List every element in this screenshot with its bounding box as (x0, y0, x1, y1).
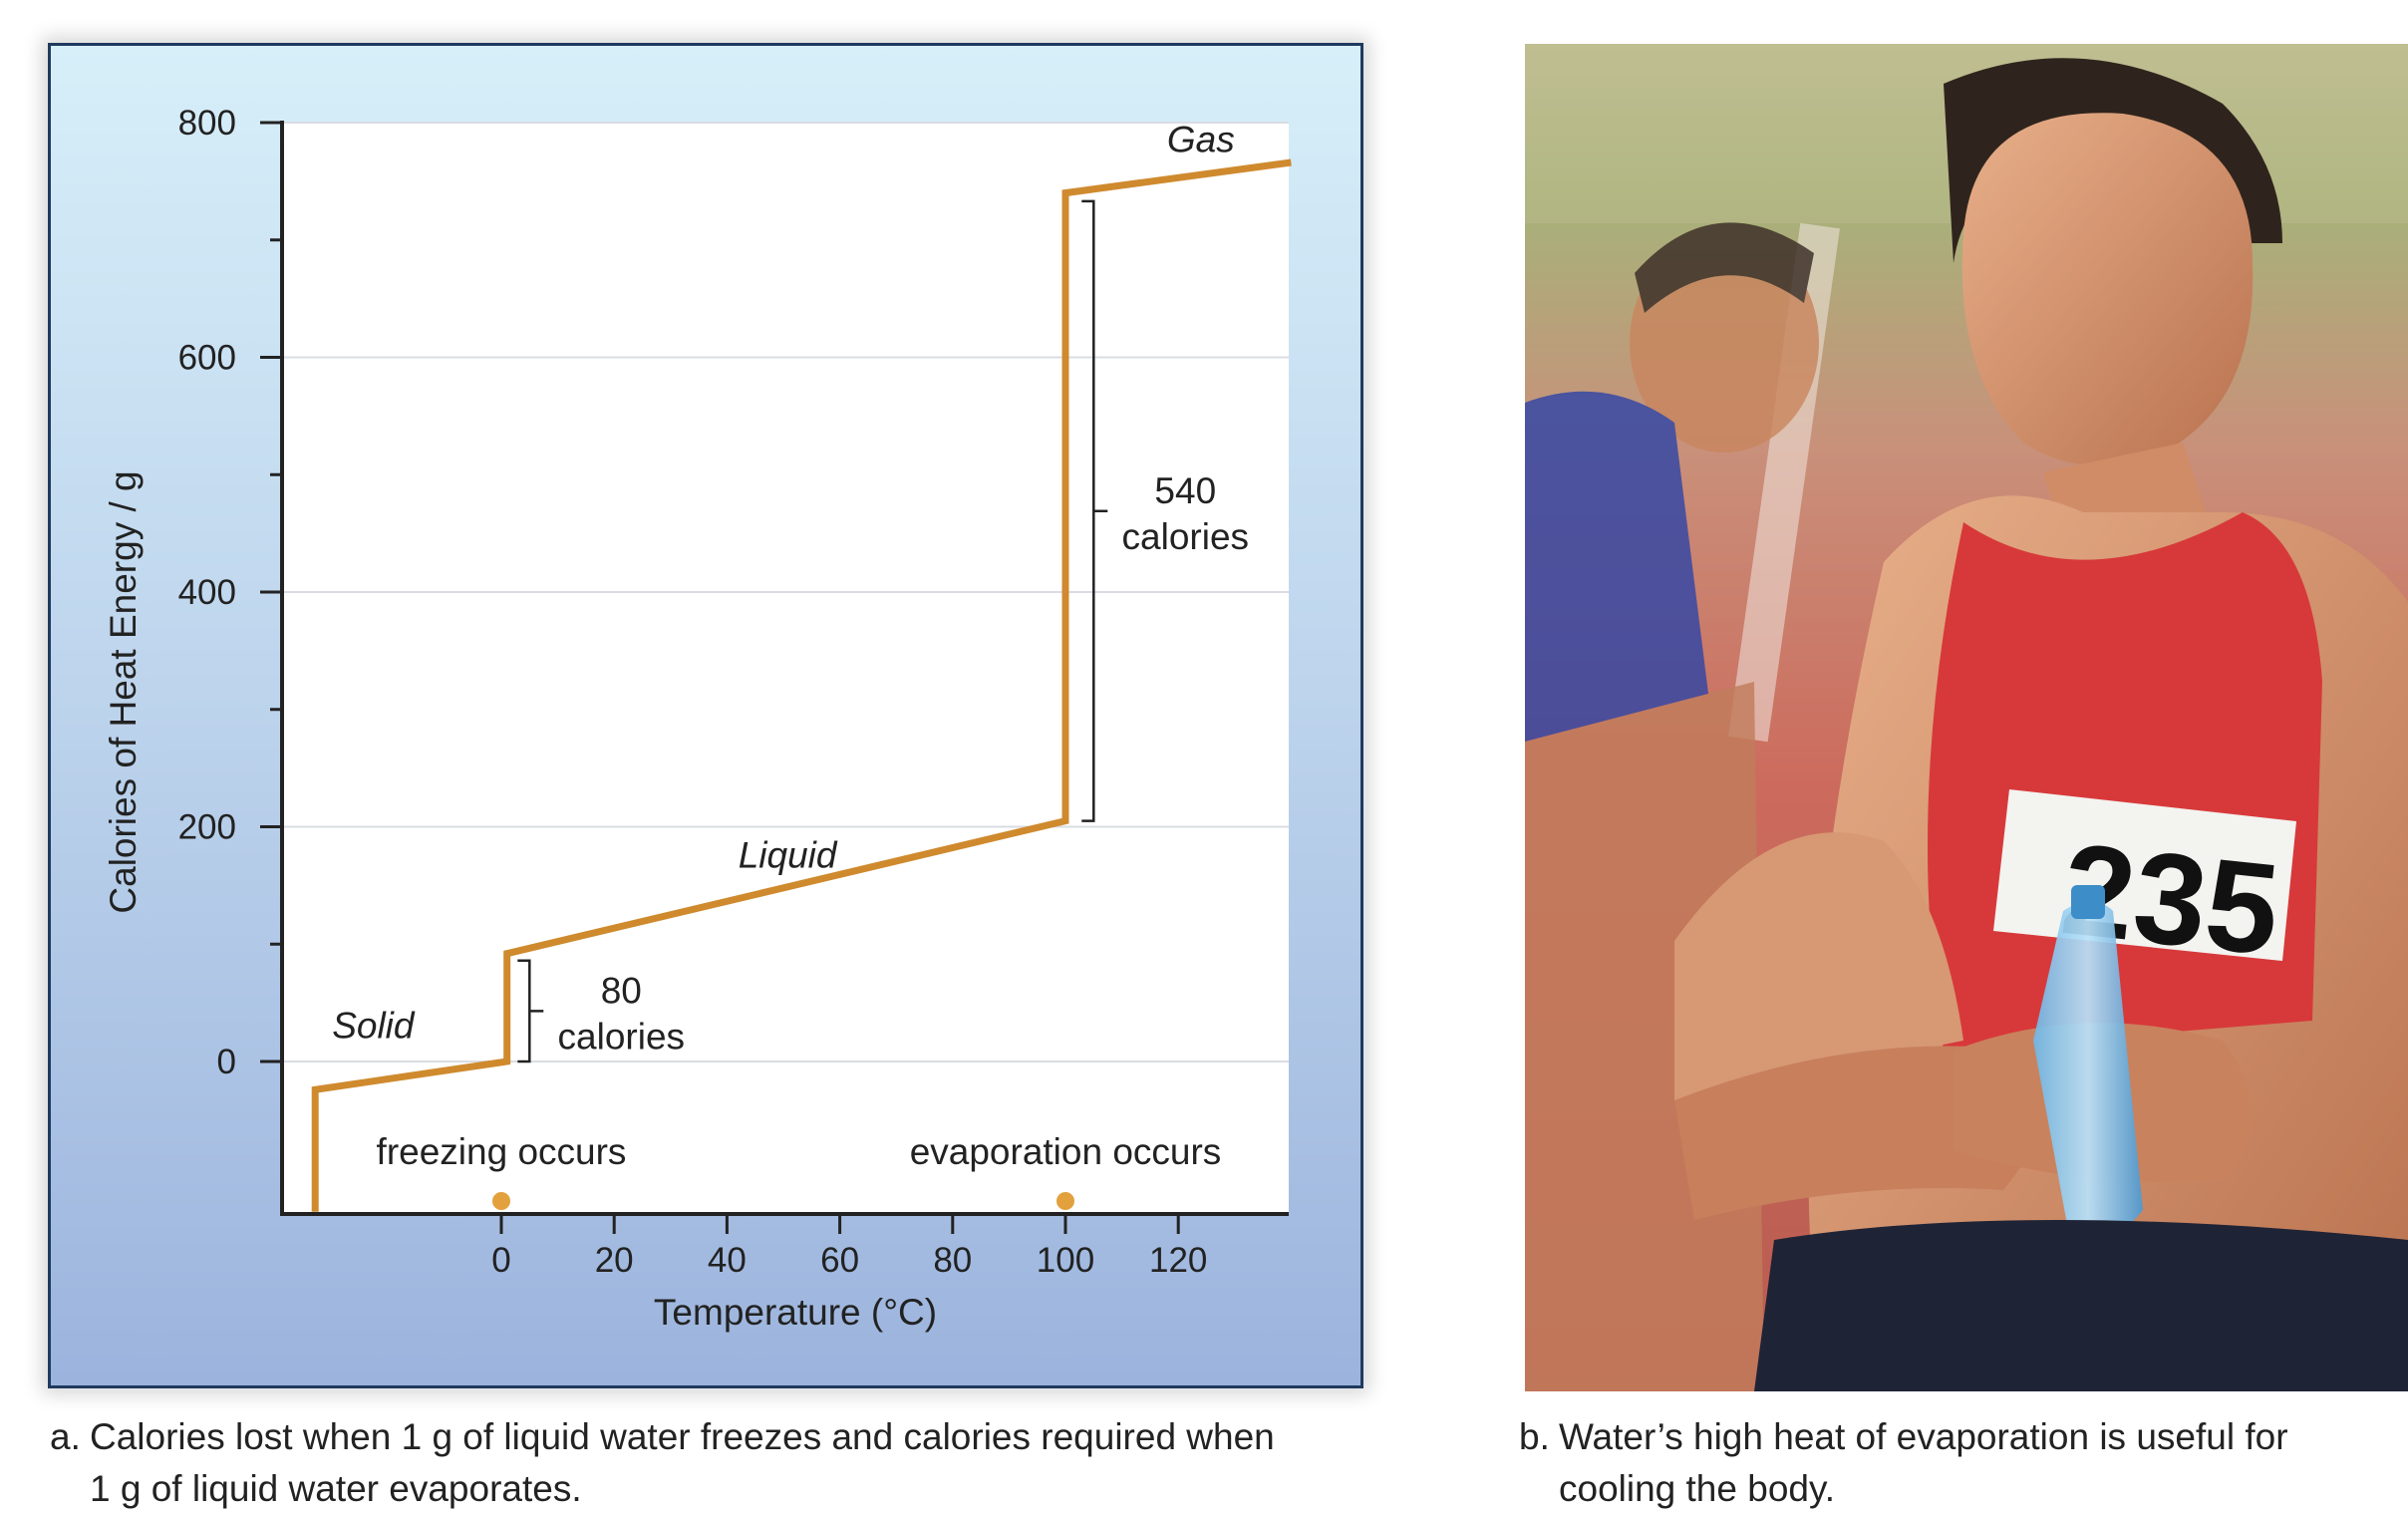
caption-b-line-1: Water’s high heat of evaporation is usef… (1559, 1416, 2288, 1457)
bracket (1081, 199, 1108, 822)
marker-dot (1056, 1192, 1074, 1210)
caption-b-lead: b. (1519, 1416, 1550, 1457)
x-tick-label: 0 (491, 1241, 510, 1280)
x-tick-label: 120 (1149, 1241, 1207, 1280)
x-tick-label: 100 (1037, 1241, 1094, 1280)
x-tick-label: 80 (933, 1241, 972, 1280)
chart: 0 200 400 600 800 0 20 40 60 80 100 120 Temperature … (103, 104, 1292, 1333)
y-tick-label: 800 (178, 104, 236, 143)
caption-a-line-1: Calories lost when 1 g of liquid water f… (90, 1416, 1275, 1457)
caption-a-lead: a. (50, 1416, 81, 1457)
plot-area (282, 123, 1289, 1214)
phase-label-solid: Solid (332, 1005, 416, 1046)
annotation-value: 540 (1154, 470, 1216, 511)
y-tick-label: 400 (178, 573, 236, 612)
marker-dot (492, 1192, 510, 1210)
x-axis-title: Temperature (°C) (654, 1292, 937, 1333)
y-tick-label: 600 (178, 339, 236, 378)
bracket (517, 959, 544, 1063)
annotation-unit: calories (558, 1016, 686, 1057)
caption-b-line-2: cooling the body. (1559, 1468, 1836, 1509)
y-tick-label: 200 (178, 808, 236, 847)
athlete-photo: 235 (1525, 44, 2408, 1391)
marker-label: freezing occurs (377, 1131, 627, 1172)
y-axis-title: Calories of Heat Energy / g (103, 470, 144, 913)
main-athlete: 235 (1674, 58, 2408, 1391)
x-tick-label: 60 (820, 1241, 859, 1280)
caption-a-line-2: 1 g of liquid water evaporates. (90, 1468, 582, 1509)
annotation-value: 80 (601, 970, 642, 1011)
x-tick-label: 40 (708, 1241, 747, 1280)
phase-label-liquid: Liquid (739, 835, 838, 876)
annotation-unit: calories (1122, 516, 1250, 557)
phase-label-gas: Gas (1167, 119, 1235, 159)
heating-curve-line (311, 158, 1292, 1212)
marker-label: evaporation occurs (910, 1131, 1222, 1172)
x-tick-label: 20 (595, 1241, 634, 1280)
background-athlete (1525, 222, 1819, 1391)
y-tick-label: 0 (217, 1043, 236, 1081)
chart-panel: 0 200 400 600 800 0 20 40 60 80 100 120 Temperature … (48, 43, 1363, 1388)
